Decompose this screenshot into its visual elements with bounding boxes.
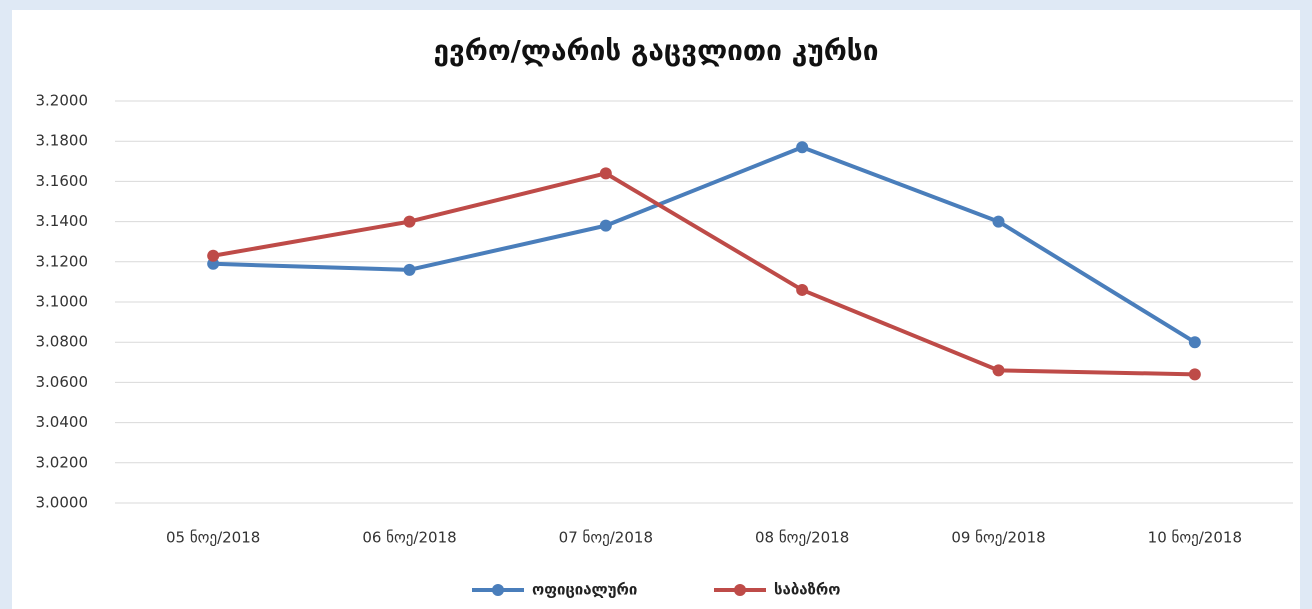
series-line xyxy=(212,171,1195,377)
x-tick-label: 10 ნოე/2018 xyxy=(1148,529,1242,547)
series-line xyxy=(213,145,1196,344)
data-point xyxy=(796,141,809,154)
y-tick-label: 3.1000 xyxy=(36,293,89,311)
data-point xyxy=(207,249,220,262)
data-point xyxy=(599,219,612,232)
y-tick-label: 3.0400 xyxy=(36,413,89,431)
data-point xyxy=(403,215,416,228)
data-point xyxy=(796,283,809,296)
x-tick-label: 05 ნოე/2018 xyxy=(166,529,260,547)
chart-title: ევრო/ლარის გაცვლითი კურსი xyxy=(433,34,878,67)
data-point xyxy=(599,167,612,180)
chart-background xyxy=(12,10,1300,609)
x-tick-label: 07 ნოე/2018 xyxy=(559,529,653,547)
data-point xyxy=(403,263,416,276)
y-tick-label: 3.0800 xyxy=(36,333,89,351)
y-tick-label: 3.2000 xyxy=(36,92,89,110)
legend-marker xyxy=(734,584,746,596)
x-tick-label: 06 ნოე/2018 xyxy=(362,529,456,547)
y-tick-label: 3.0000 xyxy=(36,494,89,512)
x-tick-label: 08 ნოე/2018 xyxy=(755,529,849,547)
legend-marker xyxy=(492,584,504,596)
legend-label: საბაზრო xyxy=(774,581,840,599)
data-point xyxy=(1188,336,1201,349)
y-tick-label: 3.0600 xyxy=(36,373,89,391)
data-point xyxy=(1188,368,1201,381)
data-point xyxy=(992,364,1005,377)
y-tick-label: 3.1800 xyxy=(36,132,89,150)
y-tick-label: 3.1600 xyxy=(36,172,89,190)
data-point xyxy=(992,215,1005,228)
legend-label: ოფიციალური xyxy=(532,581,637,599)
y-tick-label: 3.0200 xyxy=(36,453,89,471)
y-tick-label: 3.1400 xyxy=(36,212,89,230)
y-tick-label: 3.1200 xyxy=(36,252,89,270)
x-tick-label: 09 ნოე/2018 xyxy=(951,529,1045,547)
